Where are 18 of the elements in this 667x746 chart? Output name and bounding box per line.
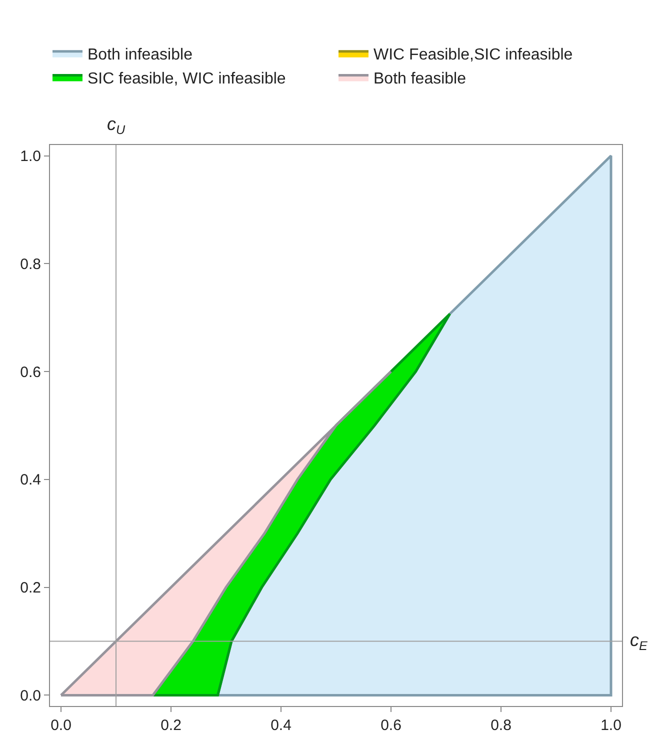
x-tick-label: 0.0 bbox=[50, 717, 72, 734]
legend-label: SIC feasible, WIC infeasible bbox=[88, 70, 286, 88]
legend-label: WIC Feasible,SIC infeasible bbox=[374, 46, 573, 64]
x-tick-label: 0.2 bbox=[160, 717, 182, 734]
y-tick-label: 0.0 bbox=[20, 687, 41, 704]
y-tick-label: 0.8 bbox=[20, 256, 41, 273]
x-tick-label: 0.8 bbox=[490, 717, 512, 734]
ref-line-label: c$_{E}$ bbox=[630, 630, 648, 653]
y-tick-label: 1.0 bbox=[20, 148, 41, 166]
y-tick-label: 0.6 bbox=[20, 364, 41, 381]
x-tick-label: 0.6 bbox=[380, 717, 402, 734]
y-tick-label: 0.2 bbox=[20, 580, 41, 597]
x-tick-label: 0.4 bbox=[270, 717, 292, 734]
legend-label: Both infeasible bbox=[88, 46, 193, 64]
ref-line-label: c$_{U}$ bbox=[107, 114, 126, 137]
x-tick-label: 1.0 bbox=[600, 717, 622, 734]
legend-label: Both feasible bbox=[374, 70, 466, 88]
y-tick-label: 0.4 bbox=[20, 472, 41, 489]
